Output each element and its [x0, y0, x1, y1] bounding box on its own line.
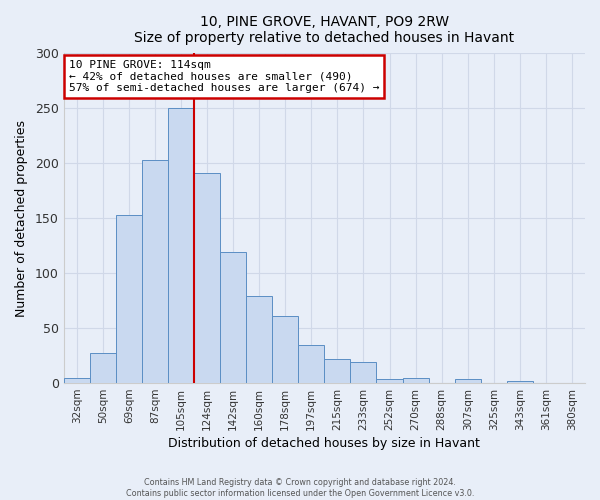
- Bar: [168, 108, 194, 383]
- X-axis label: Distribution of detached houses by size in Havant: Distribution of detached houses by size …: [169, 437, 480, 450]
- Bar: [376, 378, 403, 383]
- Bar: [246, 296, 272, 383]
- Bar: [507, 381, 533, 383]
- Bar: [194, 173, 220, 383]
- Bar: [220, 252, 246, 383]
- Bar: [272, 316, 298, 383]
- Bar: [64, 378, 90, 383]
- Bar: [455, 378, 481, 383]
- Title: 10, PINE GROVE, HAVANT, PO9 2RW
Size of property relative to detached houses in : 10, PINE GROVE, HAVANT, PO9 2RW Size of …: [134, 15, 514, 45]
- Bar: [350, 362, 376, 383]
- Bar: [403, 378, 428, 383]
- Text: 10 PINE GROVE: 114sqm
← 42% of detached houses are smaller (490)
57% of semi-det: 10 PINE GROVE: 114sqm ← 42% of detached …: [69, 60, 379, 93]
- Bar: [142, 160, 168, 383]
- Y-axis label: Number of detached properties: Number of detached properties: [15, 120, 28, 316]
- Bar: [90, 354, 116, 383]
- Bar: [116, 215, 142, 383]
- Bar: [298, 344, 325, 383]
- Bar: [325, 359, 350, 383]
- Text: Contains HM Land Registry data © Crown copyright and database right 2024.
Contai: Contains HM Land Registry data © Crown c…: [126, 478, 474, 498]
